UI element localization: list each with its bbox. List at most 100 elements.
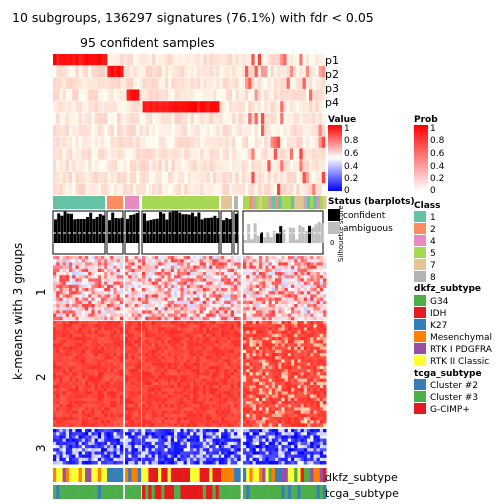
heat-cell: [262, 375, 266, 379]
heat-cell: [275, 381, 279, 386]
heat-cell: [69, 310, 73, 314]
heat-cell: [154, 356, 159, 360]
heat-cell: [209, 278, 213, 282]
heat-cell: [271, 310, 276, 314]
heat-cell: [53, 340, 57, 344]
prob-cell: [62, 54, 67, 66]
heat-cell: [81, 284, 86, 289]
heat-cell: [230, 333, 235, 338]
heat-cell: [119, 391, 124, 395]
heat-cell: [287, 397, 292, 402]
heat-cell: [53, 291, 57, 295]
heat-cell: [134, 272, 139, 276]
prob-cell: [117, 148, 121, 160]
heat-cell: [281, 265, 285, 270]
heat-cell: [259, 324, 263, 328]
heat-cell: [158, 294, 162, 298]
heat-cell: [287, 321, 292, 325]
heat-cell: [218, 304, 223, 308]
heat-cell: [252, 307, 257, 311]
heat-cell: [180, 362, 184, 367]
heat-cell: [297, 353, 301, 357]
prob-cell: [232, 54, 236, 66]
heat-cell: [134, 327, 139, 331]
heat-cell: [183, 316, 188, 321]
silhouette-bar: [117, 218, 121, 243]
heat-cell: [212, 262, 216, 266]
heat-cell: [137, 313, 142, 318]
prob-cell: [104, 183, 108, 196]
heat-cell: [300, 397, 305, 402]
heat-cell: [294, 321, 298, 325]
heat-cell: [294, 275, 298, 279]
prob-cell: [181, 54, 185, 66]
heat-cell: [125, 327, 129, 331]
heat-cell: [224, 321, 228, 325]
heat-cell: [180, 327, 184, 331]
heat-cell: [271, 378, 276, 383]
heat-cell: [307, 394, 311, 399]
heat-cell: [271, 272, 276, 276]
heat-cell: [177, 343, 181, 347]
heat-cell: [170, 288, 175, 292]
heat-cell: [186, 401, 191, 405]
heat-cell: [75, 372, 79, 376]
heat-cell: [234, 272, 238, 276]
heat-cell: [271, 340, 276, 344]
heat-cell: [291, 265, 295, 270]
heat-cell: [230, 278, 235, 282]
heat-cell: [125, 362, 129, 367]
heat-cell: [116, 349, 121, 354]
heat-cell: [75, 378, 79, 383]
heat-cell: [174, 330, 178, 335]
heat-cell: [193, 268, 197, 273]
prob-cell: [203, 54, 207, 66]
heat-cell: [249, 272, 253, 276]
heat-cell: [78, 356, 83, 360]
prob-cell: [129, 172, 134, 184]
heat-cell: [215, 268, 220, 273]
prob-cell: [293, 113, 297, 125]
prob-cell: [174, 65, 179, 78]
prob-cell: [216, 160, 220, 172]
heat-cell: [131, 288, 135, 292]
heat-cell: [224, 372, 228, 376]
silhouette-bar: [129, 215, 133, 243]
heat-cell: [227, 284, 231, 289]
heat-cell: [262, 388, 266, 392]
heat-cell: [281, 388, 285, 392]
prob-cell: [222, 172, 227, 184]
prob-cell: [232, 65, 236, 78]
prob-cell: [184, 124, 188, 137]
prob-cell: [81, 65, 86, 78]
heat-cell: [81, 337, 86, 341]
heat-cell: [107, 288, 111, 292]
heat-cell: [104, 337, 108, 341]
heat-cell: [65, 291, 70, 295]
prob-cell: [219, 77, 223, 89]
prob-cell: [101, 160, 105, 172]
heat-cell: [75, 330, 79, 335]
heat-cell: [78, 349, 83, 354]
heat-cell: [291, 278, 295, 282]
prob-cell: [309, 124, 313, 137]
heat-cell: [177, 259, 181, 263]
prob-cell: [261, 136, 265, 148]
heat-cell: [300, 327, 305, 331]
heat-cell: [131, 375, 135, 379]
prob-cell: [187, 101, 191, 113]
heat-cell: [284, 262, 289, 266]
heat-cell: [281, 278, 285, 282]
heat-cell: [167, 268, 172, 273]
heat-cell: [243, 268, 247, 273]
heat-cell: [268, 288, 273, 292]
heat-cell: [206, 324, 210, 328]
prob-cell: [145, 77, 150, 89]
prob-cell: [299, 172, 303, 184]
prob-cell: [133, 183, 137, 196]
prob-cell: [123, 101, 127, 113]
heat-cell: [218, 284, 223, 289]
heat-cell: [81, 304, 86, 308]
heat-cell: [300, 256, 305, 260]
heat-cell: [113, 288, 117, 292]
